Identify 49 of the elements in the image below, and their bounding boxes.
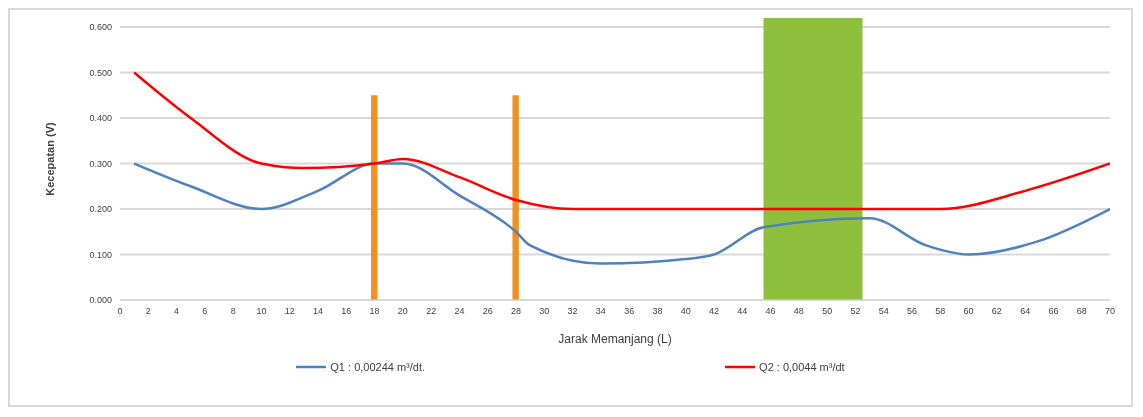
y-tick-label: 0.400 xyxy=(89,113,112,124)
x-tick-label: 4 xyxy=(174,306,180,317)
x-tick-label: 8 xyxy=(230,306,236,317)
line-series xyxy=(132,71,1110,211)
x-tick-label: 12 xyxy=(284,306,295,317)
x-tick-label: 20 xyxy=(397,306,408,317)
line-series xyxy=(132,162,1110,265)
x-tick-label: 70 xyxy=(1104,306,1116,317)
y-tick-label: 0.000 xyxy=(89,295,112,306)
x-tick-label: 28 xyxy=(510,306,522,317)
x-tick-label: 44 xyxy=(737,306,748,317)
x-tick-label: 56 xyxy=(906,306,918,317)
x-tick-label: 10 xyxy=(256,306,267,317)
x-tick-label: 38 xyxy=(652,306,663,317)
x-tick-label: 36 xyxy=(624,306,635,317)
x-tick-label: 6 xyxy=(202,306,208,317)
x-tick-label: 54 xyxy=(878,306,889,317)
x-tick-label: 46 xyxy=(765,306,776,317)
y-tick-label: 0.500 xyxy=(89,67,112,78)
x-tick-label: 24 xyxy=(454,306,465,317)
x-axis-title: Jarak Memanjang (L) xyxy=(558,332,672,346)
x-tick-label: 18 xyxy=(369,306,380,317)
x-tick-label: 34 xyxy=(595,306,606,317)
x-tick-label: 58 xyxy=(935,306,946,317)
y-tick-label: 0.300 xyxy=(89,158,112,169)
x-tick-label: 42 xyxy=(708,306,720,317)
legend-label: Q1 : 0,00244 m³/dt. xyxy=(330,361,426,373)
y-tick-label: 0.100 xyxy=(89,249,112,260)
y-axis-title: Kecepatan (V) xyxy=(43,121,56,196)
y-tick-label: 0.600 xyxy=(89,22,112,33)
x-tick-label: 64 xyxy=(1020,306,1031,317)
x-tick-label: 14 xyxy=(312,306,324,317)
x-tick-label: 68 xyxy=(1076,306,1087,317)
x-tick-label: 2 xyxy=(145,306,151,317)
x-tick-label: 26 xyxy=(482,306,493,317)
x-tick-label: 40 xyxy=(680,306,691,317)
y-tick-label: 0.200 xyxy=(89,204,112,215)
x-tick-label: 48 xyxy=(793,306,804,317)
x-tick-label: 16 xyxy=(341,306,352,317)
legend-label: Q2 : 0,0044 m³/dt xyxy=(759,361,845,373)
x-tick-label: 0 xyxy=(117,306,123,317)
x-tick-label: 30 xyxy=(539,306,550,317)
x-tick-label: 50 xyxy=(822,306,833,317)
x-tick-label: 66 xyxy=(1048,306,1059,317)
x-tick-label: 32 xyxy=(567,306,578,317)
x-tick-label: 52 xyxy=(850,306,861,317)
x-tick-label: 60 xyxy=(963,306,974,317)
x-tick-label: 62 xyxy=(991,306,1002,317)
x-tick-label: 22 xyxy=(426,306,437,317)
